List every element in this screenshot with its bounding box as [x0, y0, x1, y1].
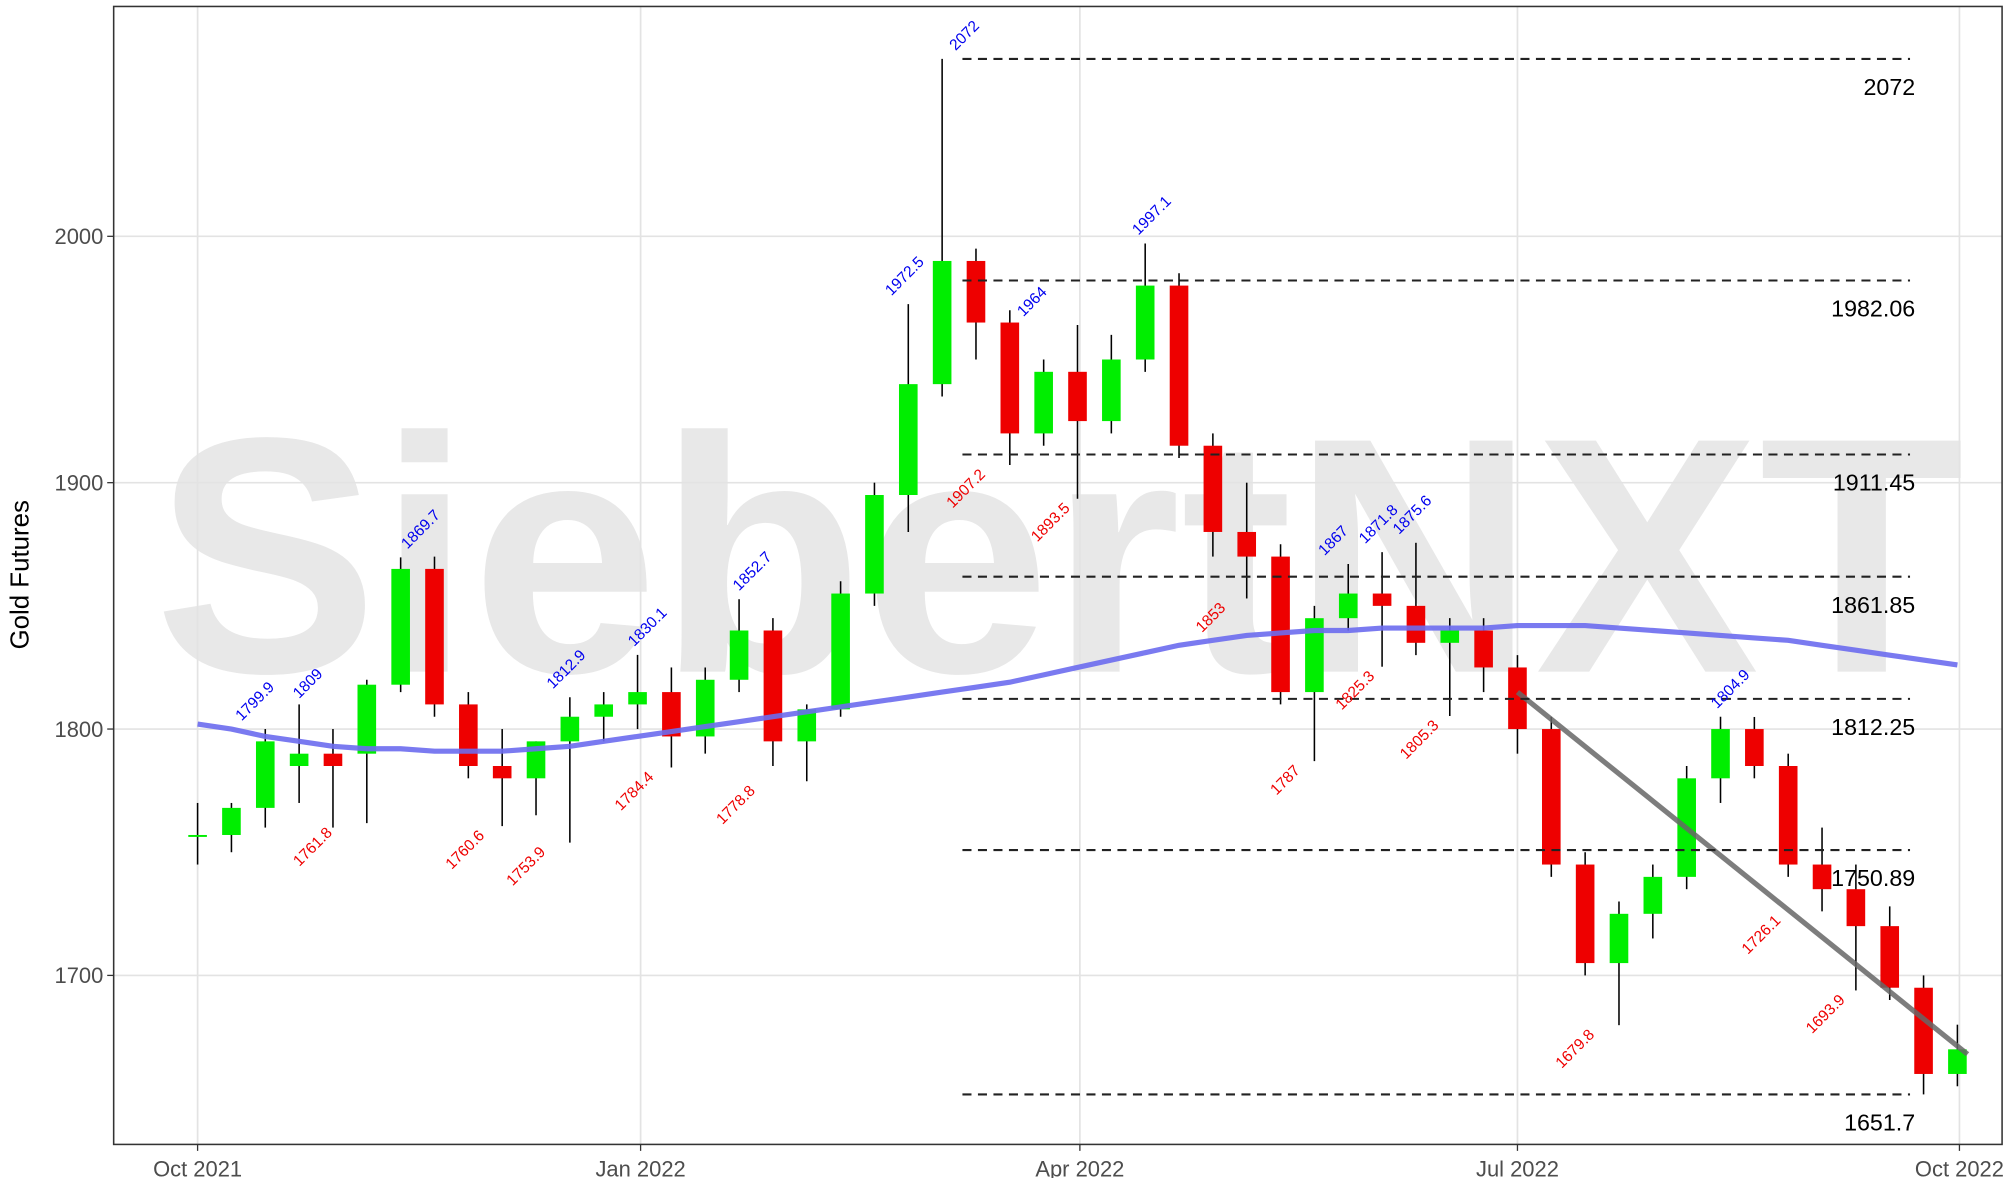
candle-body — [898, 384, 918, 495]
candle-body — [459, 704, 478, 767]
candle-body — [1237, 531, 1257, 557]
candle-body — [966, 260, 986, 323]
fib-level-label: 1750.89 — [1831, 865, 1915, 891]
candle-body — [1338, 593, 1358, 619]
candle-body — [1575, 864, 1595, 964]
candle-body — [1034, 371, 1053, 434]
y-tick-label: 2000 — [55, 224, 104, 249]
candle-body — [1305, 618, 1324, 693]
fib-level-label: 1911.45 — [1833, 470, 1915, 496]
candle-body — [1372, 593, 1392, 606]
grid — [113, 6, 2003, 1145]
candle-body — [1271, 556, 1290, 693]
candle-body — [323, 753, 343, 767]
candle-body — [1778, 766, 1798, 865]
candle-body — [662, 692, 681, 737]
candle-body — [797, 709, 817, 742]
candle-body — [932, 260, 952, 385]
candle-body — [222, 807, 241, 835]
candle-body — [1440, 630, 1460, 643]
moving-average — [197, 622, 1958, 754]
x-tick-label: Jul 2022 — [1476, 1157, 1559, 1178]
candle-body — [1643, 876, 1663, 914]
candle-body — [492, 766, 512, 779]
candle-body — [1846, 889, 1866, 927]
candle-body — [729, 630, 749, 680]
fib-level-label: 1982.06 — [1831, 296, 1915, 322]
x-tick-label: Oct 2022 — [1915, 1157, 2004, 1178]
trendline — [1515, 690, 1970, 1057]
candle-body — [1169, 285, 1189, 446]
candle-body — [1914, 987, 1933, 1074]
x-tick-label: Jan 2022 — [595, 1157, 685, 1178]
y-tick-label: 1800 — [55, 717, 104, 742]
candle-body — [628, 692, 647, 705]
candle-body — [391, 568, 410, 685]
candle-body — [1474, 630, 1493, 668]
candle-body — [763, 630, 783, 742]
candle-body — [1812, 864, 1832, 890]
candle-body — [1745, 729, 1764, 767]
candle-body — [1711, 729, 1730, 779]
candle-body — [831, 593, 850, 710]
plot-border — [112, 5, 2003, 1146]
watermark: SiebertNXT — [154, 369, 1964, 744]
fib-level-label: 1861.85 — [1831, 592, 1915, 618]
candle-body — [865, 494, 884, 594]
axes: 1700 1800 1900 2000 Oct 2021 Jan 2022 Apr 2022… — [55, 224, 2004, 1178]
fib-level-label: 1651.7 — [1844, 1110, 1915, 1136]
candle-body — [289, 753, 309, 767]
candle-body — [1406, 605, 1426, 643]
candle-body — [695, 679, 715, 737]
candle-body — [357, 684, 377, 754]
candle-body — [1541, 729, 1561, 865]
y-tick-label: 1900 — [55, 470, 104, 495]
candle-body — [1948, 1049, 1967, 1074]
y-axis-label: Gold Futures — [6, 500, 34, 649]
y-tick-label: 1700 — [55, 963, 104, 988]
candle-body — [1203, 445, 1223, 532]
candle-body — [560, 716, 580, 742]
x-tick-label: Apr 2022 — [1035, 1157, 1124, 1178]
candle-body — [594, 704, 614, 717]
candle-body — [188, 834, 207, 837]
fib-level-label: 2072 — [1863, 74, 1915, 100]
candle-body — [1609, 913, 1629, 964]
x-tick-label: Oct 2021 — [153, 1157, 242, 1178]
candle-body — [1508, 667, 1527, 730]
candle-body — [1068, 371, 1087, 422]
candle-body — [1135, 285, 1155, 360]
candle-body — [1102, 359, 1121, 422]
candle-body — [1880, 926, 1900, 988]
candle-body — [255, 741, 275, 808]
fib-level-label: 1812.25 — [1831, 714, 1915, 740]
candle-body — [1000, 322, 1020, 434]
candle-body — [425, 568, 444, 705]
